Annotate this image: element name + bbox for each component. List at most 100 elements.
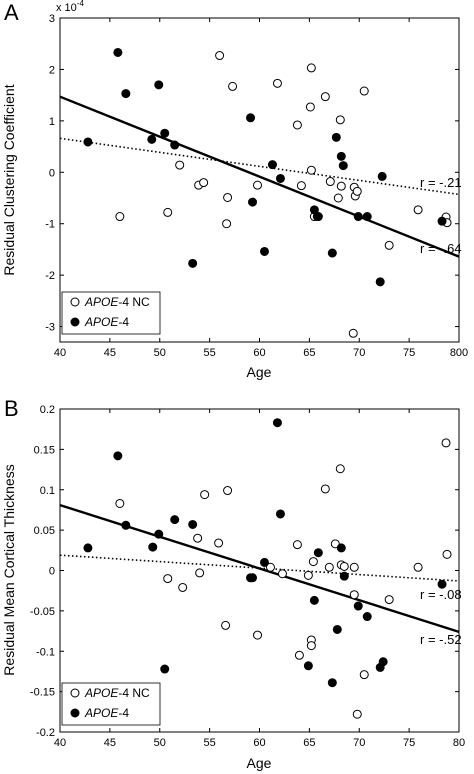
x-tick-label: 60	[253, 737, 265, 749]
y-tick-label: -0.15	[30, 687, 55, 699]
data-point-apoe4-nc	[163, 574, 173, 584]
data-point-apoe4-nc	[222, 219, 232, 229]
panel-a-annotation-r1: r = -.21	[420, 175, 462, 190]
y-tick-label: 0.1	[40, 485, 55, 497]
data-point-apoe4	[113, 451, 123, 461]
panel-a-y-axis-label: Residual Clustering Coefficient	[1, 84, 17, 275]
panel-b-fit-lines	[59, 503, 460, 634]
data-point-apoe4-nc	[292, 120, 302, 130]
data-point-apoe4	[121, 520, 131, 530]
data-point-apoe4-nc	[324, 562, 334, 572]
panel-a-x-axis-label: Age	[247, 364, 272, 380]
x-tick-label: 40	[54, 737, 66, 749]
data-point-apoe4	[313, 548, 323, 558]
data-point-apoe4	[154, 80, 164, 90]
data-point-apoe4	[148, 542, 158, 552]
panel-b-x-ticks: 40 45 50 55 60 65 70 75 80	[54, 409, 465, 749]
panel-b-legend-entry-nc: APOE-4 NC	[84, 686, 150, 700]
data-point-apoe4-nc	[292, 540, 302, 550]
panel-a-y-ticks: -3 -2 -1 0 1 2 3	[45, 13, 459, 334]
data-point-apoe4	[248, 197, 258, 207]
data-point-apoe4	[275, 509, 285, 519]
data-point-apoe4-nc	[115, 498, 125, 508]
y-tick-label: 3	[49, 13, 55, 25]
x-tick-label: 65	[303, 737, 315, 749]
panel-b-annotation-r2: r = -.52	[420, 632, 462, 647]
data-point-apoe4	[336, 151, 346, 161]
data-point-apoe4	[313, 212, 323, 222]
data-point-apoe4	[272, 418, 282, 428]
data-point-apoe4	[160, 128, 170, 138]
data-point-apoe4-nc	[200, 490, 210, 500]
data-point-apoe4-nc	[441, 438, 451, 448]
panel-b-x-axis-label: Age	[247, 755, 272, 771]
data-point-apoe4	[259, 557, 269, 567]
panel-a-legend: APOE-4 NC APOE-4	[61, 291, 161, 335]
panel-b-legend: APOE-4 NC APOE-4	[61, 682, 161, 726]
y-tick-label: 0	[49, 167, 55, 179]
data-point-apoe4	[154, 529, 164, 539]
panel-b-annotation-r1: r = -.08	[420, 587, 462, 602]
data-point-apoe4-nc	[193, 533, 203, 543]
y-tick-label: -0.1	[36, 646, 55, 658]
data-point-apoe4	[338, 161, 348, 171]
x-tick-label: 55	[204, 737, 216, 749]
data-point-apoe4	[353, 601, 363, 611]
data-point-apoe4-nc	[308, 557, 318, 567]
data-point-apoe4	[275, 173, 285, 183]
data-point-apoe4-nc	[296, 181, 306, 191]
data-point-apoe4-nc	[303, 570, 313, 580]
panel-a-label: A	[4, 0, 19, 25]
data-point-apoe4	[437, 579, 447, 589]
data-point-apoe4-nc	[178, 582, 188, 592]
data-point-apoe4	[170, 515, 180, 525]
x-tick-label: 80	[453, 737, 465, 749]
x-tick-label: 45	[104, 347, 116, 359]
data-point-apoe4-nc	[253, 180, 263, 190]
data-point-apoe4-nc	[306, 63, 316, 73]
data-point-apoe4	[267, 160, 277, 170]
y-tick-label: 2	[49, 64, 55, 76]
panel-b-legend-entry-e4: APOE-4	[84, 706, 129, 720]
data-point-apoe4	[362, 212, 372, 222]
y-tick-label: -0.05	[30, 606, 55, 618]
y-tick-label: -0.2	[36, 727, 55, 739]
data-point-apoe4-nc	[384, 240, 394, 250]
data-point-apoe4	[375, 277, 385, 287]
data-point-apoe4	[83, 543, 93, 553]
y-tick-label: 0.2	[40, 404, 55, 416]
x-tick-label: 50	[154, 737, 166, 749]
fit-line-solid	[59, 503, 460, 634]
data-point-apoe4-nc	[214, 538, 224, 548]
data-point-apoe4	[170, 140, 180, 150]
data-point-apoe4-nc	[294, 650, 304, 660]
data-point-apoe4-nc	[325, 177, 335, 187]
data-point-apoe4-nc	[352, 186, 362, 196]
data-point-apoe4-nc	[215, 51, 225, 61]
panel-b-y-axis-label: Residual Mean Cortical Thickness	[1, 464, 17, 675]
data-point-apoe4-nc	[306, 165, 316, 175]
panel-b: B 40 45 50 55 60 65 70 75 80 -0.2 -0.15 -0.1 -0.05 0…	[1, 396, 465, 771]
y-tick-label: -3	[45, 322, 55, 334]
data-point-apoe4	[309, 595, 319, 605]
data-point-apoe4	[362, 612, 372, 622]
data-point-apoe4-nc	[339, 561, 349, 571]
fit-line-dotted	[59, 554, 460, 582]
data-point-apoe4	[327, 248, 337, 258]
data-point-apoe4	[248, 573, 258, 583]
data-point-apoe4-nc	[320, 92, 330, 102]
x-tick-label: 55	[204, 347, 216, 359]
data-point-apoe4-nc	[223, 486, 233, 496]
y-tick-label: 1	[49, 116, 55, 128]
data-point-apoe4-nc	[199, 178, 209, 188]
y-tick-label: -2	[45, 270, 55, 282]
panel-a-fit-lines	[59, 95, 460, 258]
panel-a-points	[83, 47, 452, 338]
data-point-apoe4	[259, 246, 269, 256]
data-point-apoe4	[147, 134, 157, 144]
x-tick-label: 50	[154, 347, 166, 359]
data-point-apoe4-nc	[228, 81, 238, 91]
data-point-apoe4-nc	[349, 590, 359, 600]
panel-b-y-ticks: -0.2 -0.15 -0.1 -0.05 0 0.05 0.1 0.15 0.2	[30, 404, 459, 739]
